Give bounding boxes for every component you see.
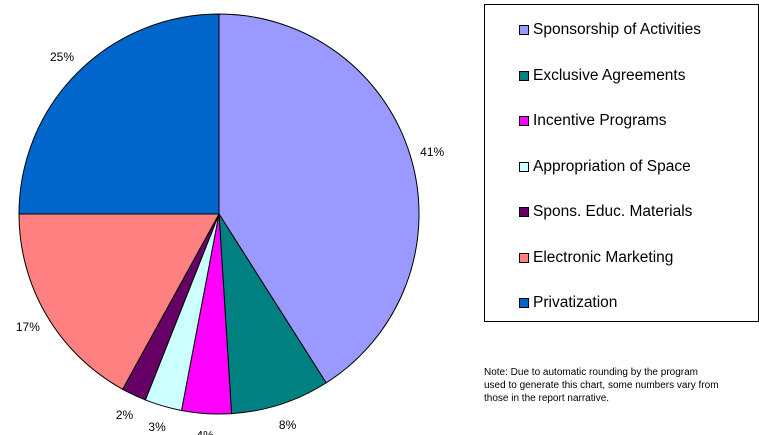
legend-swatch bbox=[519, 116, 529, 126]
legend-item-privatization: Privatization bbox=[519, 294, 617, 312]
pie-chart: 41% 8% 4% 3% 2% 17% 25% bbox=[16, 13, 445, 435]
pie-label-sponsorship-of-activities: 41% bbox=[420, 145, 444, 159]
note-line-2: used to generate this chart, some number… bbox=[484, 380, 719, 391]
legend-swatch bbox=[519, 25, 529, 35]
legend-item-electronic-marketing: Electronic Marketing bbox=[519, 249, 673, 267]
pie-slice-electronic-marketing bbox=[18, 213, 220, 390]
chart-legend: Sponsorship of Activities Exclusive Agree… bbox=[484, 4, 759, 322]
legend-item-sponsorship-of-activities: Sponsorship of Activities bbox=[519, 21, 701, 39]
legend-swatch bbox=[519, 70, 529, 81]
legend-item-appropriation-of-space: Appropriation of Space bbox=[519, 158, 691, 176]
legend-swatch bbox=[519, 252, 529, 263]
pie-labels: 41% 8% 4% 3% 2% 17% 25% bbox=[16, 50, 445, 435]
pie-label-spons-educ-materials: 2% bbox=[116, 408, 134, 422]
legend-swatch bbox=[519, 207, 529, 217]
chart-note: Note: Due to automatic rounding by the p… bbox=[484, 366, 759, 405]
legend-label: Appropriation of Space bbox=[533, 157, 691, 175]
pie-slices bbox=[18, 13, 420, 415]
note-line-1: Note: Due to automatic rounding by the p… bbox=[484, 367, 699, 378]
pie-slice-exclusive-agreements bbox=[218, 213, 327, 415]
pie-label-electronic-marketing: 17% bbox=[16, 320, 40, 334]
legend-label: Privatization bbox=[533, 294, 618, 311]
legend-item-exclusive-agreements: Exclusive Agreements bbox=[519, 67, 686, 85]
pie-slice-privatization bbox=[18, 13, 220, 215]
pie-label-incentive-programs: 4% bbox=[196, 429, 214, 435]
legend-label: Exclusive Agreements bbox=[533, 66, 686, 84]
legend-label: Sponsorship of Activities bbox=[533, 21, 702, 38]
pie-label-exclusive-agreements: 8% bbox=[279, 418, 297, 432]
legend-swatch bbox=[519, 161, 529, 172]
pie-label-privatization: 25% bbox=[50, 50, 74, 64]
note-line-3: those in the report narrative. bbox=[484, 393, 610, 404]
legend-label: Incentive Programs bbox=[533, 112, 667, 129]
legend-label: Electronic Marketing bbox=[533, 248, 674, 266]
pie-label-appropriation-of-space: 3% bbox=[148, 420, 166, 434]
legend-swatch bbox=[519, 298, 529, 308]
legend-label: Spons. Educ. Materials bbox=[533, 203, 693, 220]
legend-item-incentive-programs: Incentive Programs bbox=[519, 112, 667, 130]
legend-item-spons-educ-materials: Spons. Educ. Materials bbox=[519, 203, 692, 221]
pie-slice-sponsorship-of-activities bbox=[218, 13, 420, 384]
